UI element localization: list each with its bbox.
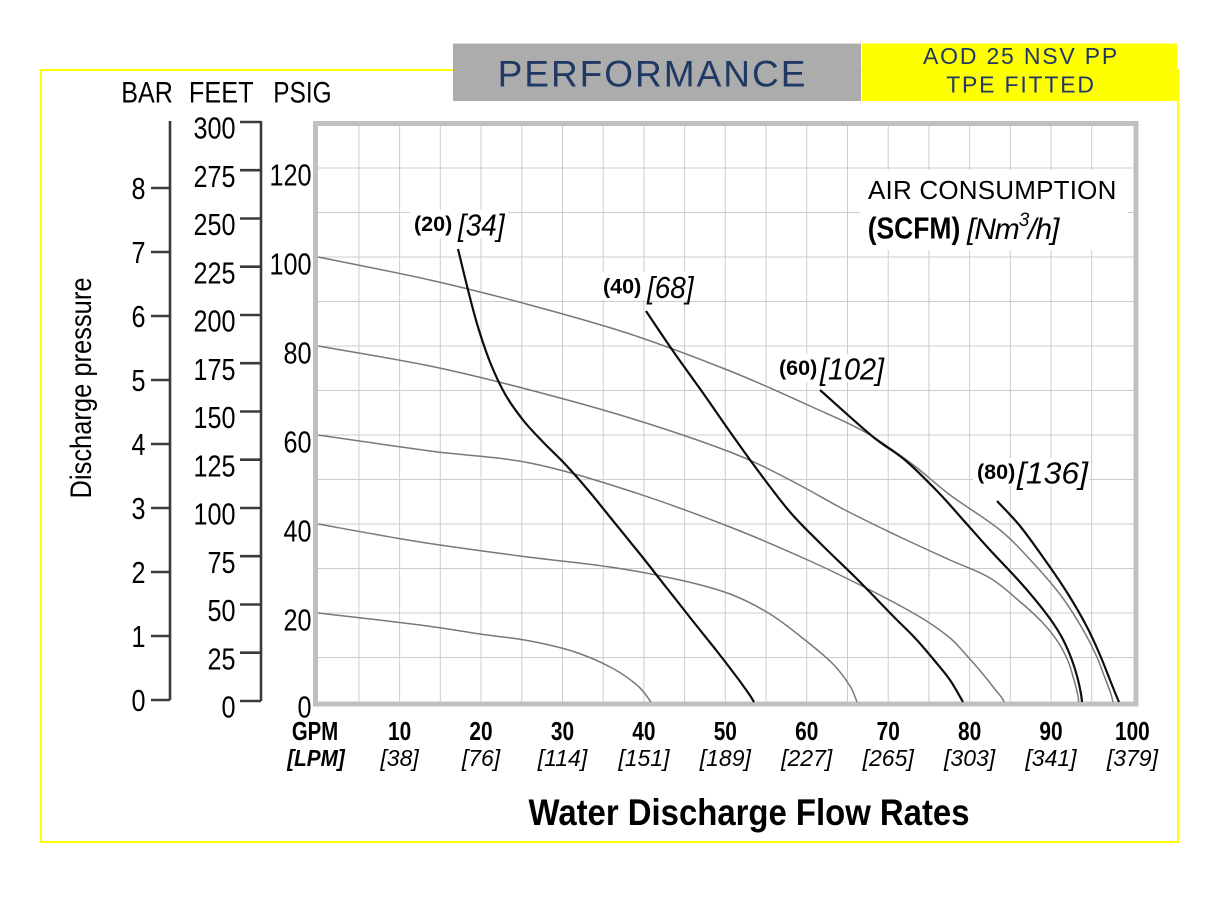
svg-text:PSIG: PSIG	[273, 76, 331, 109]
svg-text:FEET: FEET	[189, 76, 254, 109]
svg-text:[68]: [68]	[646, 270, 695, 305]
svg-text:[136]: [136]	[1016, 456, 1089, 491]
svg-text:(SCFM): (SCFM)	[868, 211, 961, 246]
svg-text:TPE FITTED: TPE FITTED	[946, 72, 1096, 98]
svg-text:(20): (20)	[414, 212, 452, 236]
svg-text:6: 6	[132, 299, 146, 334]
svg-text:GPM: GPM	[292, 716, 338, 746]
svg-text:100: 100	[1115, 716, 1150, 746]
svg-text:(40): (40)	[603, 275, 641, 299]
svg-text:[151]: [151]	[617, 745, 670, 771]
svg-text:[38]: [38]	[379, 745, 419, 771]
svg-text:PERFORMANCE: PERFORMANCE	[498, 54, 808, 95]
svg-text:20: 20	[469, 716, 492, 746]
svg-text:40: 40	[632, 716, 655, 746]
svg-text:80: 80	[284, 336, 312, 371]
svg-text:150: 150	[194, 400, 236, 435]
svg-text:BAR: BAR	[121, 76, 173, 109]
svg-text:1: 1	[132, 619, 146, 654]
svg-text:25: 25	[208, 641, 236, 676]
svg-text:50: 50	[714, 716, 737, 746]
svg-text:0: 0	[298, 690, 312, 725]
svg-text:Water Discharge Flow Rates: Water Discharge Flow Rates	[529, 792, 970, 833]
svg-text:[34]: [34]	[457, 208, 506, 243]
svg-text:[227]: [227]	[780, 745, 833, 771]
svg-text:8: 8	[132, 171, 146, 206]
svg-text:(60): (60)	[779, 356, 817, 380]
svg-text:20: 20	[284, 603, 312, 638]
svg-text:120: 120	[270, 158, 312, 193]
svg-text:7: 7	[132, 235, 146, 270]
svg-text:3: 3	[132, 491, 146, 526]
svg-text:[102]: [102]	[819, 352, 885, 387]
svg-text:AOD 25 NSV PP: AOD 25 NSV PP	[923, 43, 1119, 69]
svg-text:70: 70	[877, 716, 900, 746]
svg-text:[LPM]: [LPM]	[286, 745, 346, 771]
svg-text:Discharge pressure: Discharge pressure	[65, 278, 98, 499]
svg-text:300: 300	[194, 111, 236, 146]
svg-text:50: 50	[208, 593, 236, 628]
svg-text:275: 275	[194, 159, 236, 194]
svg-text:200: 200	[194, 304, 236, 339]
svg-text:0: 0	[132, 683, 146, 718]
svg-text:[76]: [76]	[461, 745, 501, 771]
svg-text:[341]: [341]	[1024, 745, 1077, 771]
svg-text:90: 90	[1039, 716, 1062, 746]
svg-text:0: 0	[222, 690, 236, 725]
svg-text:80: 80	[958, 716, 981, 746]
svg-text:[303]: [303]	[943, 745, 996, 771]
svg-text:60: 60	[795, 716, 818, 746]
svg-text:40: 40	[284, 514, 312, 549]
svg-text:100: 100	[270, 247, 312, 282]
svg-text:175: 175	[194, 352, 236, 387]
svg-text:4: 4	[132, 427, 146, 462]
svg-text:125: 125	[194, 448, 236, 483]
svg-text:[114]: [114]	[537, 745, 588, 771]
svg-text:10: 10	[388, 716, 411, 746]
svg-text:75: 75	[208, 545, 236, 580]
svg-text:30: 30	[551, 716, 574, 746]
svg-text:AIR CONSUMPTION: AIR CONSUMPTION	[868, 175, 1117, 205]
svg-text:100: 100	[194, 497, 236, 532]
svg-text:(80): (80)	[977, 460, 1015, 484]
svg-text:2: 2	[132, 555, 146, 590]
svg-text:5: 5	[132, 363, 146, 398]
svg-text:[265]: [265]	[862, 745, 915, 771]
svg-text:[Nm3/h]: [Nm3/h]	[966, 210, 1060, 246]
svg-text:[379]: [379]	[1106, 745, 1159, 771]
svg-text:[189]: [189]	[699, 745, 752, 771]
svg-text:225: 225	[194, 255, 236, 290]
svg-text:250: 250	[194, 207, 236, 242]
svg-text:60: 60	[284, 425, 312, 460]
